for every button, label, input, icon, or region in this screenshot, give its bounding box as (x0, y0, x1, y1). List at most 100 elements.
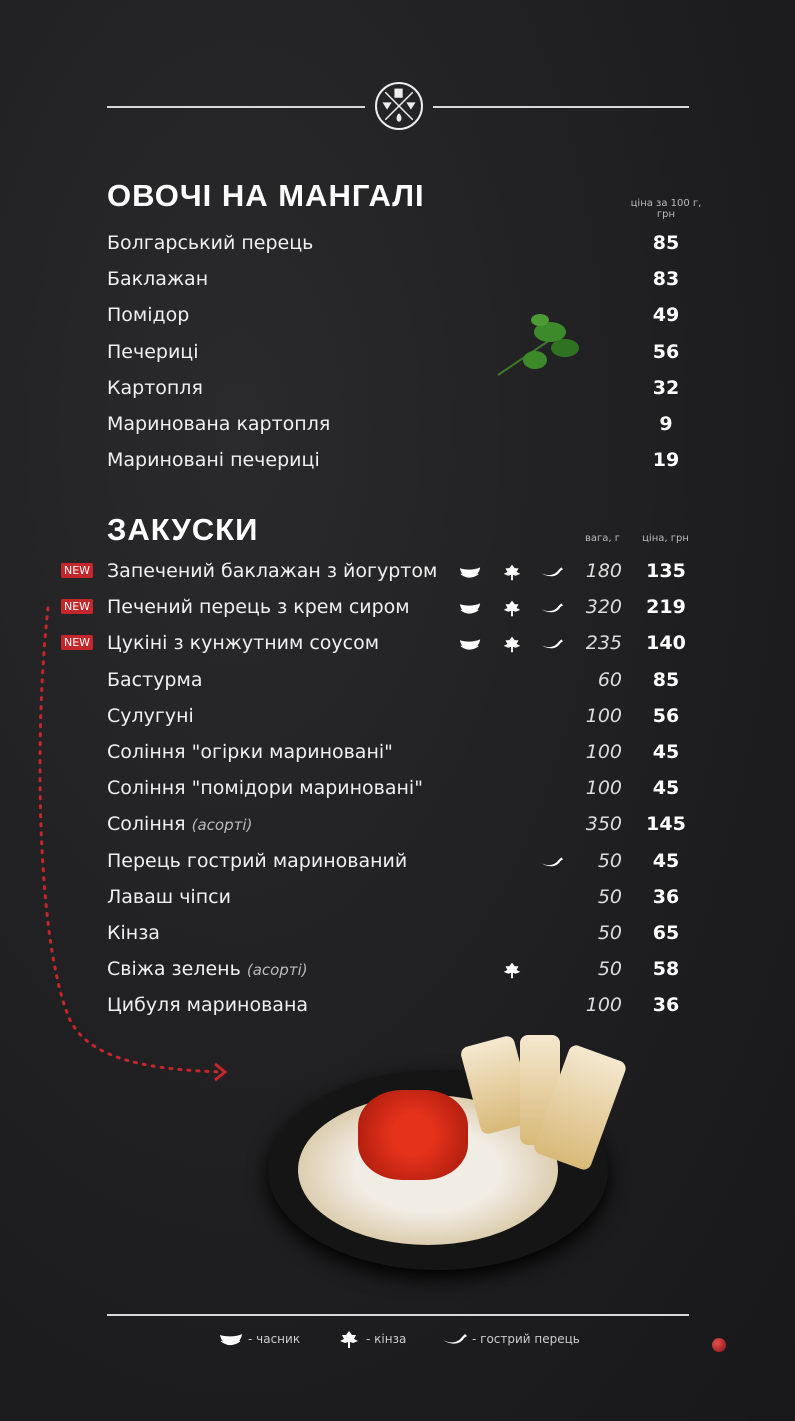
item-weight: 100 (585, 741, 622, 763)
menu-row: Соління "помідори мариновані" 100 45 (0, 771, 795, 807)
item-price: 65 (652, 922, 680, 944)
cilantro-icon (503, 962, 521, 979)
menu-row: Соління (асорті) 350 145 (0, 807, 795, 843)
menu-row: Помідор 49 (0, 298, 795, 334)
menu-row: Соління "огірки мариновані" 100 45 (0, 735, 795, 771)
item-weight: 180 (585, 560, 622, 582)
item-weight: 50 (597, 922, 622, 944)
garlic-icon (459, 639, 481, 651)
item-name: Помідор (107, 304, 190, 327)
section-title-vegetables: ОВОЧІ НА МАНГАЛІ (107, 178, 425, 213)
item-price: 83 (652, 268, 680, 291)
item-weight: 100 (585, 777, 622, 800)
item-name: Соління "помідори мариновані" (107, 777, 423, 799)
item-name: Соління "огірки мариновані" (107, 741, 393, 763)
garlic-icon (219, 1333, 243, 1346)
item-name: Лаваш чіпси (107, 886, 231, 908)
menu-row: NEW Запечений баклажан з йогуртом 180 135 (0, 554, 795, 590)
item-name: Бастурма (107, 669, 202, 691)
parsley-decoration (497, 314, 579, 376)
divider (107, 1314, 689, 1316)
new-badge: NEW (61, 563, 94, 578)
item-weight: 100 (585, 704, 622, 727)
item-price: 32 (652, 376, 680, 399)
item-price: 9 (659, 413, 673, 435)
price-column-header: ціна, грн (642, 533, 689, 544)
weight-column-header: вага, г (584, 533, 620, 544)
item-price: 145 (646, 813, 686, 836)
item-price: 56 (652, 704, 680, 727)
item-name-text: Свіжа зелень (107, 958, 241, 981)
section-title-snacks: ЗАКУСКИ (107, 512, 259, 547)
new-badge: NEW (61, 599, 94, 615)
menu-row: Перець гострий маринований 50 45 (0, 844, 795, 880)
item-name: Запечений баклажан з йогуртом (107, 560, 437, 582)
item-name: Цибуля маринована (107, 994, 308, 1016)
menu-row: Свіжа зелень (асорті) 50 58 (0, 952, 795, 988)
menu-row: Печериці 56 (0, 335, 795, 371)
item-weight: 50 (597, 885, 622, 908)
item-name: Печериці (107, 340, 199, 363)
item-name: Сулугуні (107, 705, 194, 727)
hot-pepper-icon (540, 856, 564, 866)
item-name-text: Лаваш чіпси (107, 885, 231, 908)
legend-label: - часник (248, 1332, 301, 1346)
legend-garlic: - часник (218, 1330, 300, 1348)
legend-cilantro: - кінза (336, 1330, 406, 1348)
item-weight: 320 (585, 596, 622, 619)
legend-hot-pepper: - гострий перець (442, 1330, 580, 1348)
divider (107, 106, 365, 108)
item-name: Болгарський перець (107, 232, 314, 254)
hot-pepper-icon (443, 1334, 467, 1344)
new-badge: NEW (61, 635, 94, 651)
item-weight: 60 (597, 668, 622, 691)
legend-label: - кінза (366, 1332, 407, 1346)
item-price: 45 (652, 849, 680, 872)
cilantro-icon (340, 1331, 358, 1348)
item-price: 45 (652, 741, 680, 763)
item-name-text: Соління (107, 813, 186, 836)
item-name-text: Печений перець з крем сиром (107, 596, 410, 619)
item-name-text: Цукіні з кунжутним соусом (107, 632, 380, 655)
item-note: (асорті) (246, 961, 308, 980)
menu-row: Маринована картопля 9 (0, 407, 795, 443)
cilantro-icon (503, 564, 521, 581)
menu-row: Кінза 50 65 (0, 916, 795, 952)
garlic-icon (459, 603, 481, 615)
price-column-header: ціна за 100 г, грн (630, 198, 702, 220)
menu-row: Цибуля маринована 100 36 (0, 988, 795, 1024)
cilantro-icon (503, 600, 521, 617)
menu-row: Баклажан 83 (0, 262, 795, 298)
item-weight: 235 (585, 632, 622, 655)
item-name: Кінза (107, 922, 160, 944)
item-name: Картопля (107, 376, 203, 399)
item-weight: 50 (597, 849, 622, 872)
cilantro-icon (503, 637, 521, 653)
item-price: 140 (646, 632, 686, 655)
menu-row: Сулугуні 100 56 (0, 699, 795, 735)
item-price: 56 (652, 340, 680, 363)
logo-icon (375, 82, 423, 130)
dotted-arrow-decoration (38, 606, 228, 1082)
hot-pepper-icon (540, 639, 564, 649)
item-price: 85 (652, 668, 680, 691)
peppercorn-decoration (712, 1338, 726, 1352)
menu-row: Лаваш чіпси 50 36 (0, 880, 795, 916)
menu-row: Бастурма 60 85 (0, 663, 795, 699)
item-weight: 50 (597, 958, 622, 981)
item-price: 45 (652, 777, 680, 800)
item-price: 135 (646, 560, 686, 582)
item-name: Соління (асорті) (107, 813, 252, 835)
item-price: 58 (652, 958, 680, 981)
item-name-text: Соління "огірки мариновані" (107, 741, 393, 763)
menu-row: Картопля 32 (0, 371, 795, 407)
item-name: Перець гострий маринований (107, 850, 407, 872)
item-name: Маринована картопля (107, 413, 331, 435)
item-weight: 350 (585, 813, 622, 836)
item-note: (асорті) (191, 816, 253, 835)
menu-row: Мариновані печериці 19 (0, 443, 795, 479)
item-price: 49 (652, 304, 680, 327)
hot-pepper-icon (540, 603, 564, 613)
garlic-icon (459, 566, 481, 579)
legend-label: - гострий перець (472, 1332, 580, 1346)
